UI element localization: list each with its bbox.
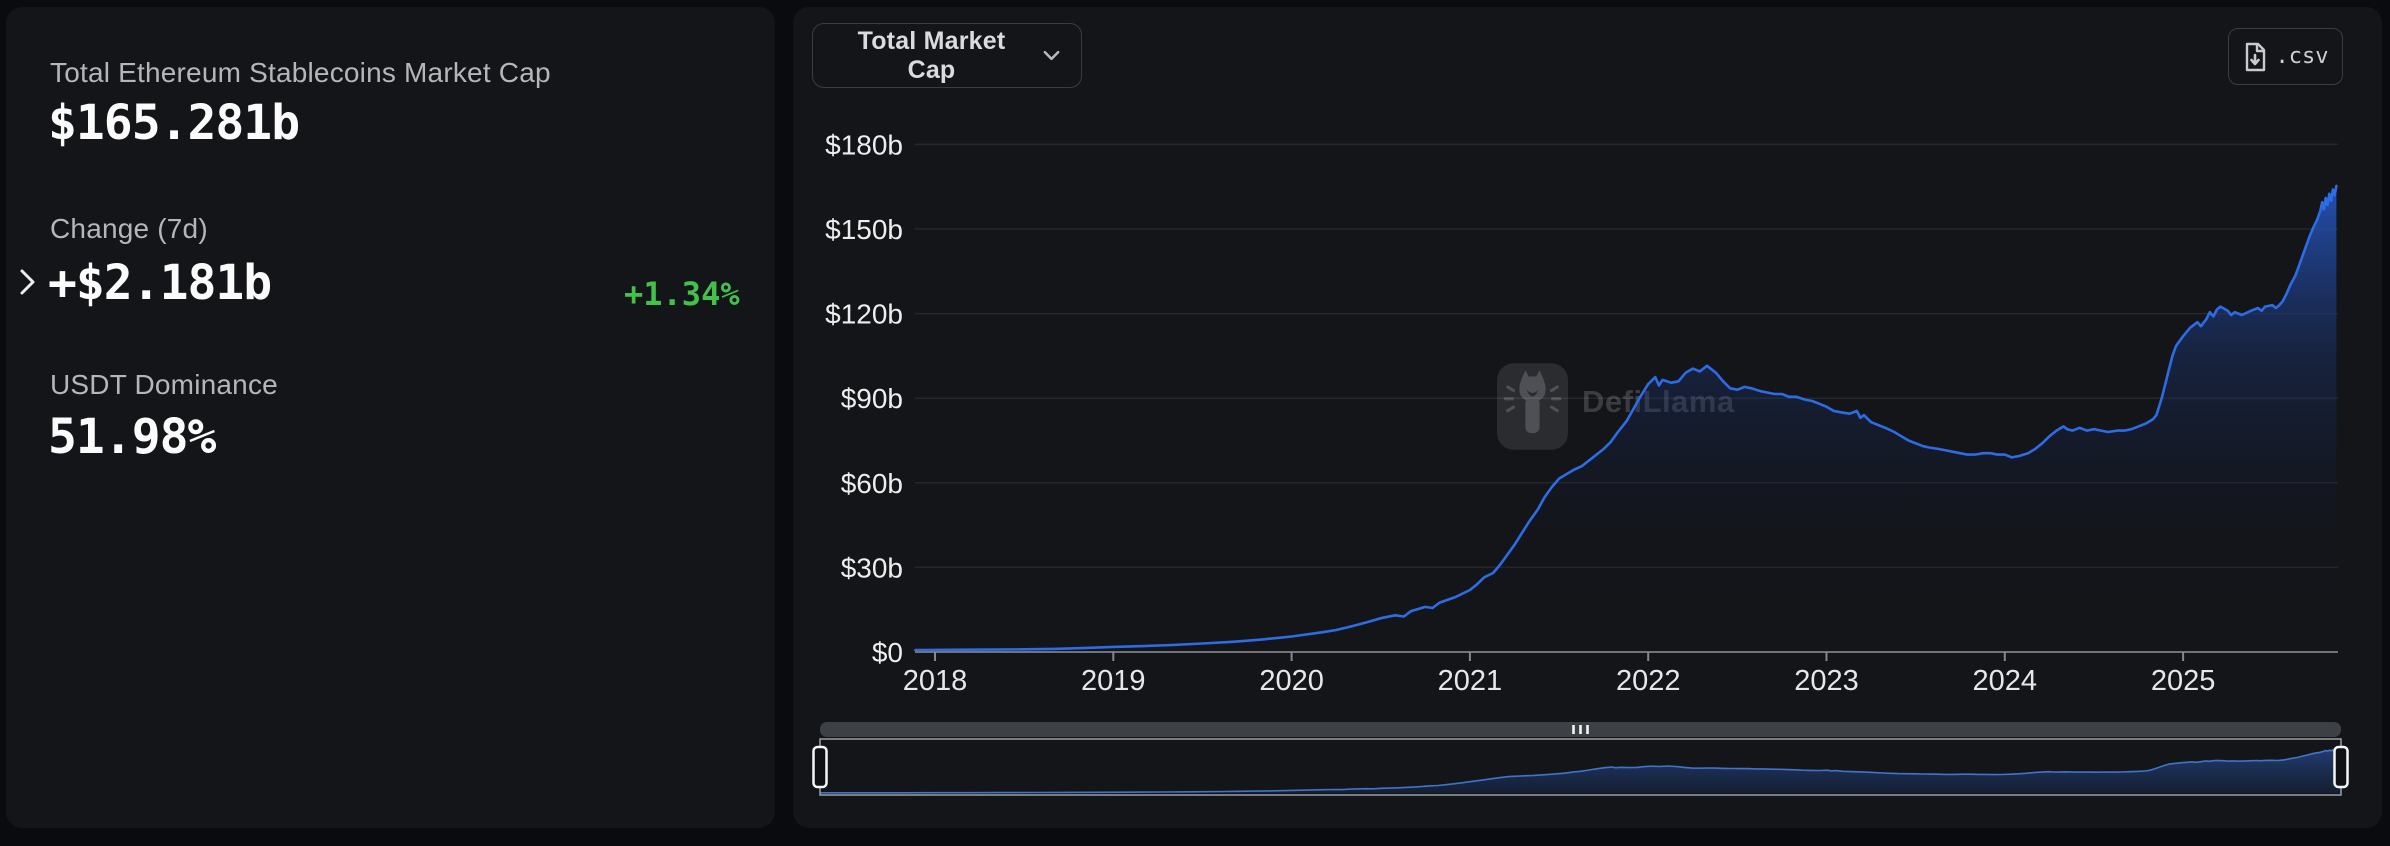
chart-type-dropdown[interactable]: Total Market Cap	[812, 23, 1082, 88]
y-axis-label: $150b	[825, 214, 903, 245]
chevron-down-icon	[1043, 50, 1060, 61]
navigator-area-fill	[820, 749, 2341, 793]
x-axis-label: 2024	[1973, 665, 2038, 697]
y-axis-label: $180b	[825, 129, 903, 160]
total-mcap-label: Total Ethereum Stablecoins Market Cap	[50, 57, 551, 88]
brush-grip-icon[interactable]	[1586, 725, 1589, 734]
expand-change-chevron-icon[interactable]	[14, 265, 42, 301]
x-axis-label: 2018	[903, 665, 968, 697]
brush-grip-icon[interactable]	[1579, 725, 1582, 734]
y-axis-label: $120b	[825, 299, 903, 330]
chart-type-dropdown-label: Total Market Cap	[857, 26, 1006, 84]
x-axis-label: 2020	[1259, 665, 1324, 697]
x-axis-label: 2019	[1081, 665, 1146, 697]
navigator-line	[820, 748, 2342, 794]
usdt-dominance-value: 51.98%	[48, 409, 216, 465]
y-axis-label: $30b	[841, 552, 903, 583]
x-axis-label: 2023	[1794, 665, 1859, 697]
usdt-dominance-label: USDT Dominance	[50, 369, 278, 400]
csv-button-label: .csv	[2275, 44, 2329, 69]
y-axis-label: $60b	[841, 468, 903, 499]
x-axis-label: 2021	[1438, 665, 1503, 697]
brush-handle-right[interactable]	[2333, 745, 2349, 789]
stats-panel: Total Ethereum Stablecoins Market Cap $1…	[6, 7, 775, 828]
total-mcap-value: $165.281b	[48, 95, 300, 151]
area-series-fill	[915, 185, 2337, 652]
stablecoins-market-cap-chart[interactable]: $0 $30b $60b $90b $120b $150b $180b 2018 2019 202…	[793, 7, 2382, 828]
brush-handle-left[interactable]	[812, 745, 828, 789]
file-download-icon	[2245, 42, 2265, 71]
change-7d-label: Change (7d)	[50, 213, 208, 244]
chart-panel: Total Market Cap .csv	[793, 7, 2382, 828]
line-series	[914, 184, 2338, 652]
change-7d-value: +$2.181b	[48, 255, 272, 311]
y-axis-label: $90b	[841, 383, 903, 414]
x-axis-label: 2022	[1616, 665, 1681, 697]
x-axis-label: 2025	[2151, 665, 2216, 697]
brush-grip-icon[interactable]	[1572, 725, 1575, 734]
change-7d-percent: +1.34%	[624, 275, 740, 313]
y-axis-label: $0	[872, 637, 903, 668]
download-csv-button[interactable]: .csv	[2228, 28, 2343, 85]
